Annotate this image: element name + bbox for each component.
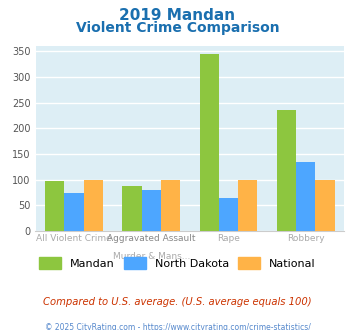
Text: Robbery: Robbery (287, 234, 324, 243)
Text: Rape: Rape (217, 234, 240, 243)
Bar (296, 162, 315, 231)
Text: 2019 Mandan: 2019 Mandan (119, 8, 236, 23)
Legend: Mandan, North Dakota, National: Mandan, North Dakota, National (35, 253, 320, 273)
Text: Aggravated Assault: Aggravated Assault (107, 234, 196, 243)
Text: Compared to U.S. average. (U.S. average equals 100): Compared to U.S. average. (U.S. average … (43, 297, 312, 307)
Bar (84, 180, 103, 231)
Bar (161, 180, 180, 231)
Text: © 2025 CityRating.com - https://www.cityrating.com/crime-statistics/: © 2025 CityRating.com - https://www.city… (45, 323, 310, 330)
Bar (142, 190, 161, 231)
Bar (238, 180, 257, 231)
Text: All Violent Crime: All Violent Crime (36, 234, 112, 243)
Bar (219, 198, 238, 231)
Bar (65, 192, 84, 231)
Bar (45, 181, 65, 231)
Bar (315, 180, 335, 231)
Bar (200, 54, 219, 231)
Text: Murder & Mans...: Murder & Mans... (113, 252, 190, 261)
Bar (122, 186, 142, 231)
Bar (277, 110, 296, 231)
Text: Violent Crime Comparison: Violent Crime Comparison (76, 21, 279, 35)
